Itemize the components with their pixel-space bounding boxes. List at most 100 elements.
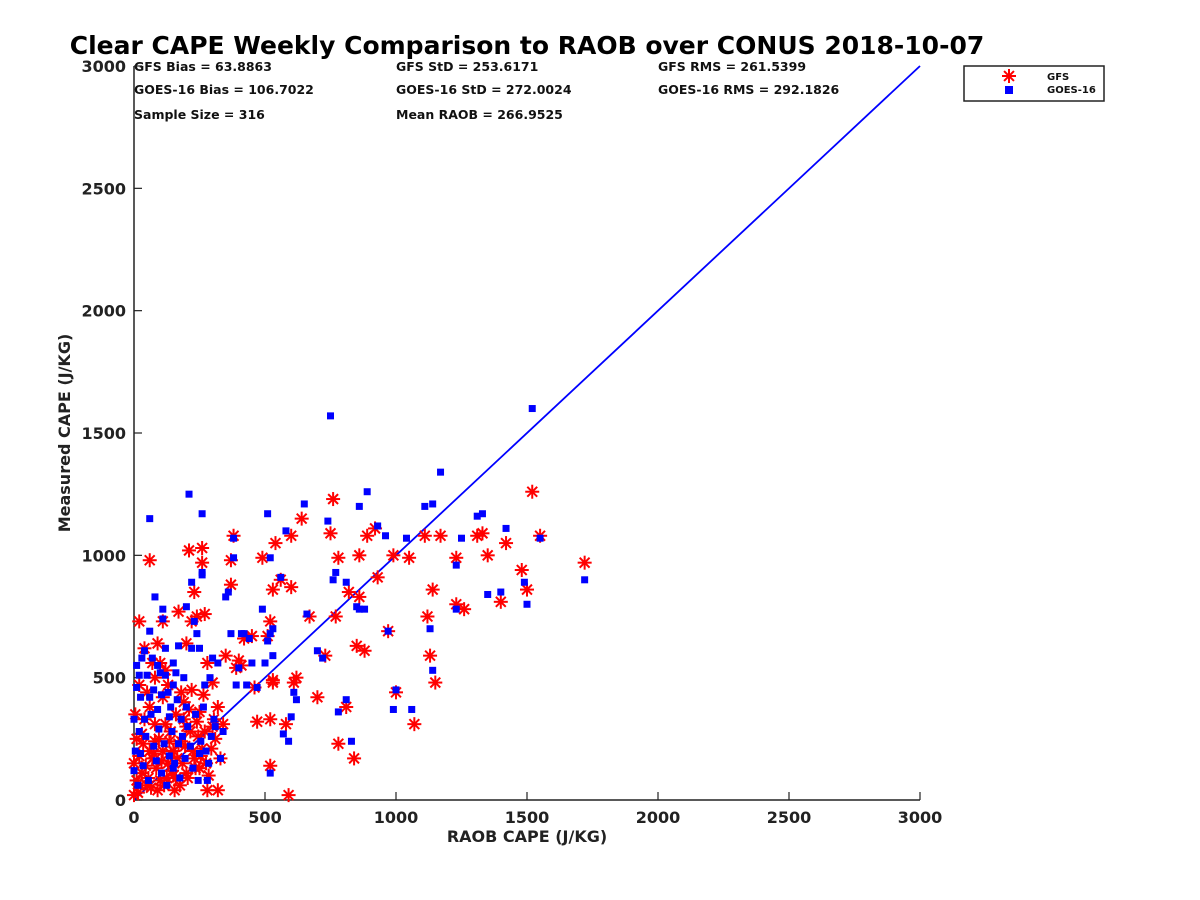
gfs-point — [420, 609, 435, 624]
goes-16-point — [201, 681, 209, 689]
legend-gfs-label: GFS — [1047, 72, 1069, 83]
y-tick-label: 500 — [93, 669, 126, 688]
goes-16-point — [182, 603, 190, 611]
gfs-point — [187, 585, 202, 600]
x-tick-label: 1500 — [505, 808, 550, 827]
gfs-point — [182, 543, 197, 558]
goes-16-point — [161, 644, 169, 652]
goes-16-point — [202, 747, 210, 755]
goes-16-point — [146, 693, 154, 701]
goes-16-point — [342, 696, 350, 704]
goes-16-point — [243, 681, 251, 689]
goes-16-point — [248, 659, 256, 667]
chart-title: Clear CAPE Weekly Comparison to RAOB ove… — [70, 31, 985, 60]
goes-16-point — [528, 405, 536, 413]
goes-16-point — [408, 705, 416, 713]
goes-16-point — [140, 715, 148, 723]
goes-16-point — [158, 691, 166, 699]
goes-16-point — [361, 605, 369, 613]
legend-gfs-asterisk — [1002, 69, 1016, 83]
gfs-point — [195, 540, 210, 555]
gfs-point — [480, 548, 495, 563]
gfs-point — [357, 643, 372, 658]
goes-16-point — [332, 568, 340, 576]
goes-16-point — [402, 534, 410, 542]
goes-16-point — [150, 686, 158, 694]
gfs-point — [189, 714, 204, 729]
goes-16-point — [184, 723, 192, 731]
gfs-point — [310, 690, 325, 705]
goes-16-point — [175, 642, 183, 650]
goes-16-point — [245, 635, 253, 643]
x-tick-label: 2500 — [767, 808, 812, 827]
goes-16-series — [130, 405, 589, 789]
gfs-point — [294, 511, 309, 526]
gfs-point — [407, 717, 422, 732]
goes-16-point — [134, 781, 142, 789]
goes-16-point — [421, 502, 429, 510]
x-axis-label: RAOB CAPE (J/KG) — [447, 827, 607, 846]
goes-16-point — [426, 625, 434, 633]
goes-16-point — [164, 688, 172, 696]
goes-16-point — [287, 713, 295, 721]
goes-16-point — [190, 617, 198, 625]
goes-16-point — [237, 630, 245, 638]
gfs-point — [195, 555, 210, 570]
goes-16-point — [154, 661, 162, 669]
goes-16-point — [355, 502, 363, 510]
goes-16-point — [313, 647, 321, 655]
goes-16-point — [266, 630, 274, 638]
gfs-point — [328, 609, 343, 624]
gfs-point — [347, 751, 362, 766]
gfs-point — [268, 536, 283, 551]
goes-16-point — [188, 578, 196, 586]
goes-16-point — [196, 644, 203, 652]
goes-16-point — [282, 527, 290, 535]
goes-16-point — [171, 759, 179, 767]
goes-16-point — [131, 747, 139, 755]
goes-16-point — [175, 740, 183, 748]
goes-16-point — [185, 490, 193, 498]
goes-16-point — [230, 534, 238, 542]
goes-16-point — [222, 593, 230, 601]
goes-16-point — [214, 659, 222, 667]
gfs-point — [323, 526, 338, 541]
goes-16-point — [392, 686, 400, 694]
goes-16-point — [163, 781, 171, 789]
goes-16-point — [290, 688, 298, 696]
goes-16-point — [253, 683, 261, 691]
goes-16-point — [429, 666, 437, 674]
goes-16-point — [277, 573, 285, 581]
goes-16-point — [484, 590, 492, 598]
gfs-point — [349, 638, 364, 653]
goes-16-point — [148, 654, 156, 662]
goes-16-point — [156, 669, 164, 677]
goes-16-point — [384, 627, 392, 635]
gfs-point — [341, 585, 356, 600]
goes-16-point — [167, 703, 175, 711]
goes-16-point — [192, 710, 200, 718]
goes-16-point — [182, 703, 190, 711]
goes-16-point — [342, 578, 350, 586]
goes-16-point — [452, 561, 460, 569]
gfs-point — [370, 570, 385, 585]
goes-16-point — [169, 681, 177, 689]
x-axis-ticks: 0 500 1000 1500 2000 2500 3000 — [128, 792, 942, 827]
goes-16-point — [211, 723, 219, 731]
y-tick-label: 2000 — [81, 302, 126, 321]
goes-16-point — [160, 740, 168, 748]
goes-16-point — [363, 488, 371, 496]
gfs-point — [428, 675, 443, 690]
goes-16-point — [458, 534, 465, 542]
goes-16-point — [173, 696, 181, 704]
x-tick-label: 3000 — [898, 808, 943, 827]
goes-16-point — [146, 627, 154, 635]
goes-16-point — [143, 671, 151, 679]
gfs-point — [352, 548, 367, 563]
goes-16-point — [216, 754, 224, 762]
gfs-point — [281, 788, 296, 803]
gfs-point — [151, 731, 166, 746]
gfs-point — [218, 648, 233, 663]
stat-sample-size: Sample Size = 316 — [134, 107, 265, 122]
goes-16-point — [210, 715, 218, 723]
